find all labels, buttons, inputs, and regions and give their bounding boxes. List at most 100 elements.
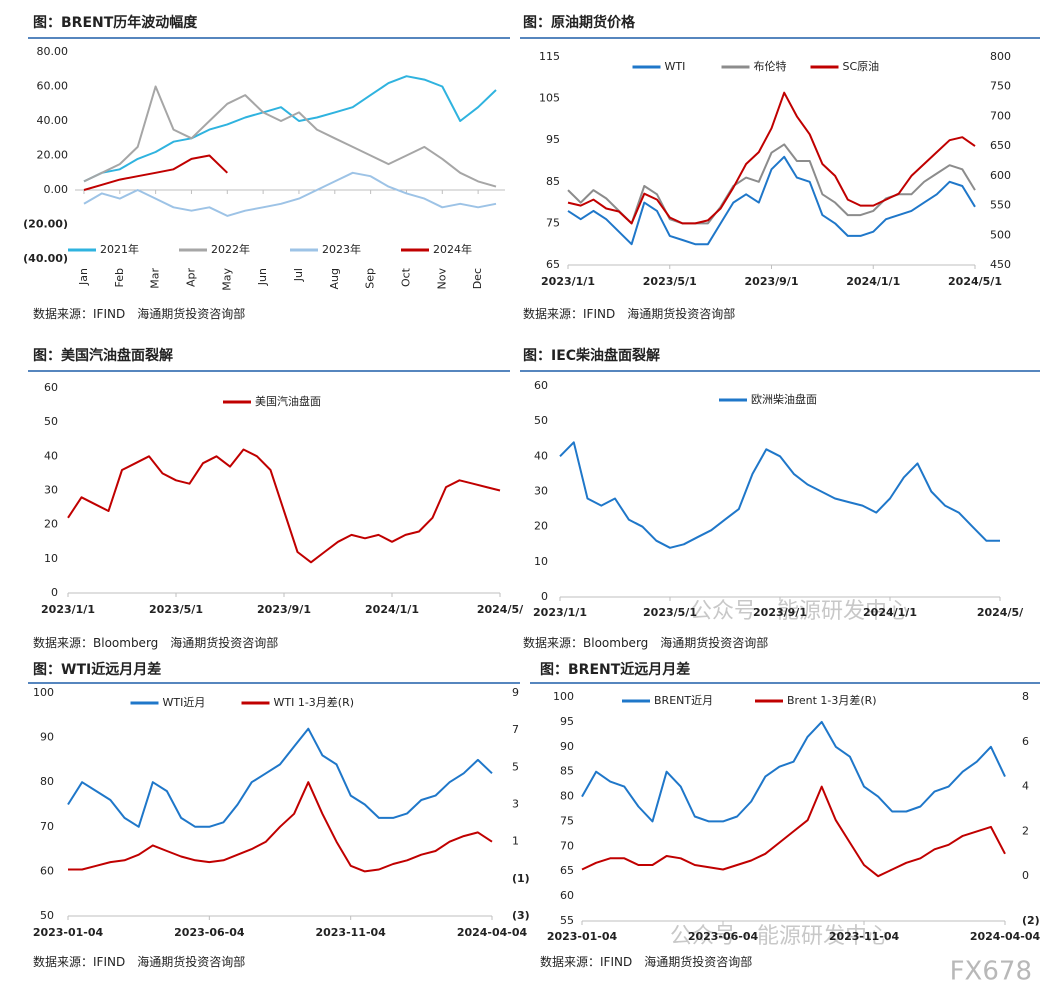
x-tick-label: 2024/5/1 [948, 275, 1002, 288]
x-tick-label: May [220, 268, 233, 291]
y-tick-label: (3) [512, 909, 530, 922]
legend-label: Brent 1-3月差(R) [787, 693, 877, 707]
y-tick-label: 30 [44, 484, 58, 497]
y-tick-label: 20 [534, 520, 548, 533]
source-note: 数据来源：Bloomberg 海通期货投资咨询部 [33, 635, 278, 650]
y-tick-label: 80 [560, 790, 574, 803]
y-tick-label: 0 [541, 590, 548, 603]
x-tick-label: 2023-11-04 [315, 926, 386, 939]
x-tick-label: Jan [77, 268, 90, 286]
x-tick-label: 2023-06-04 [174, 926, 245, 939]
x-tick-label: Feb [113, 268, 126, 287]
series-line [567, 143, 976, 225]
x-tick-label: 2023-06-04 [688, 930, 759, 943]
x-tick-label: 2024/1/1 [846, 275, 900, 288]
legend-label: 2021年 [100, 242, 139, 256]
y-tick-label: 600 [990, 169, 1011, 182]
x-tick-label: Jun [256, 268, 269, 286]
x-tick-label: Oct [399, 267, 412, 287]
x-tick-label: 2023-01-04 [33, 926, 104, 939]
x-tick-label: 2024-04-04 [457, 926, 528, 939]
x-tick-label: 2023/5/1 [643, 275, 697, 288]
legend-label: 2022年 [211, 242, 250, 256]
y-tick-label: 50 [40, 909, 54, 922]
y-tick-label: (20.00) [23, 218, 68, 231]
x-tick-label: 2024/5/ [477, 603, 524, 616]
x-tick-label: Dec [471, 268, 484, 289]
source-note: 数据来源：IFIND 海通期货投资咨询部 [33, 306, 245, 321]
series-line [581, 720, 1006, 823]
y-tick-label: 60 [560, 889, 574, 902]
chart-title: 图：WTI近远月月差 [33, 661, 161, 678]
y-tick-label: 60 [534, 379, 548, 392]
watermark: 公众号 · 能源研发中心 [690, 599, 909, 624]
y-tick-label: 800 [990, 50, 1011, 63]
y-tick-label: 4 [1022, 780, 1029, 793]
x-tick-label: 2023-11-04 [829, 930, 900, 943]
source-note: 数据来源：IFIND 海通期货投资咨询部 [33, 954, 245, 969]
x-tick-label: Jul [292, 268, 305, 282]
y-tick-label: 40 [534, 449, 548, 462]
y-tick-label: 0.00 [44, 183, 69, 196]
legend-label: BRENT近月 [654, 694, 713, 707]
series-line [581, 785, 1006, 878]
series-line [83, 154, 228, 191]
y-tick-label: 60 [40, 864, 54, 877]
series-line [559, 441, 1000, 549]
y-tick-label: 2 [1022, 824, 1029, 837]
y-tick-label: 60.00 [37, 80, 69, 93]
y-tick-label: 95 [560, 715, 574, 728]
y-tick-label: 100 [553, 690, 574, 703]
y-tick-label: 90 [560, 740, 574, 753]
y-tick-label: 65 [546, 258, 560, 271]
x-tick-label: 2023/1/1 [541, 275, 595, 288]
y-tick-label: 10 [44, 552, 58, 565]
y-tick-label: (1) [512, 872, 530, 885]
legend-label: WTI 1-3月差(R) [274, 695, 355, 709]
series-line [68, 781, 493, 873]
x-tick-label: Aug [328, 268, 341, 289]
source-note: 数据来源：IFIND 海通期货投资咨询部 [523, 306, 735, 321]
y-tick-label: 65 [560, 864, 574, 877]
x-tick-label: 2023/5/1 [643, 606, 697, 619]
y-tick-label: 20 [44, 518, 58, 531]
series-line [567, 155, 976, 246]
y-tick-label: 75 [546, 216, 560, 229]
x-tick-label: 2023/5/1 [149, 603, 203, 616]
x-tick-label: 2023-01-04 [547, 930, 618, 943]
chart-title: 图：BRENT近远月月差 [540, 661, 690, 678]
x-tick-label: 2023/1/1 [533, 606, 587, 619]
x-tick-label: Mar [149, 268, 162, 289]
x-tick-label: Nov [435, 268, 448, 290]
y-tick-label: 6 [1022, 735, 1029, 748]
y-tick-label: 8 [1022, 690, 1029, 703]
y-tick-label: 100 [33, 686, 54, 699]
series-line [83, 85, 497, 188]
y-tick-label: 105 [539, 92, 560, 105]
series-line [83, 75, 497, 183]
x-tick-label: 2024/1/1 [365, 603, 419, 616]
series-line [67, 448, 501, 564]
legend-label: WTI [665, 60, 686, 73]
x-tick-label: 2023/1/1 [41, 603, 95, 616]
watermark: 公众号 · 能源研发中心 [670, 924, 889, 949]
legend-label: 2023年 [322, 242, 361, 256]
x-tick-label: 2023/9/1 [745, 275, 799, 288]
y-tick-label: 7 [512, 723, 519, 736]
logo: FX678 [950, 957, 1032, 987]
y-tick-label: 115 [539, 50, 560, 63]
x-tick-label: 2023/9/1 [753, 606, 807, 619]
y-tick-label: 70 [40, 820, 54, 833]
series-line [83, 171, 497, 217]
y-tick-label: 0 [51, 586, 58, 599]
y-tick-label: 1 [512, 835, 519, 848]
y-tick-label: 40.00 [37, 114, 69, 127]
y-tick-label: 85 [546, 175, 560, 188]
y-tick-label: 80 [40, 775, 54, 788]
y-tick-label: 50 [44, 415, 58, 428]
series-line [567, 91, 976, 225]
x-tick-label: 2024/5/ [977, 606, 1024, 619]
x-tick-label: 2024-04-04 [970, 930, 1041, 943]
y-tick-label: 85 [560, 765, 574, 778]
